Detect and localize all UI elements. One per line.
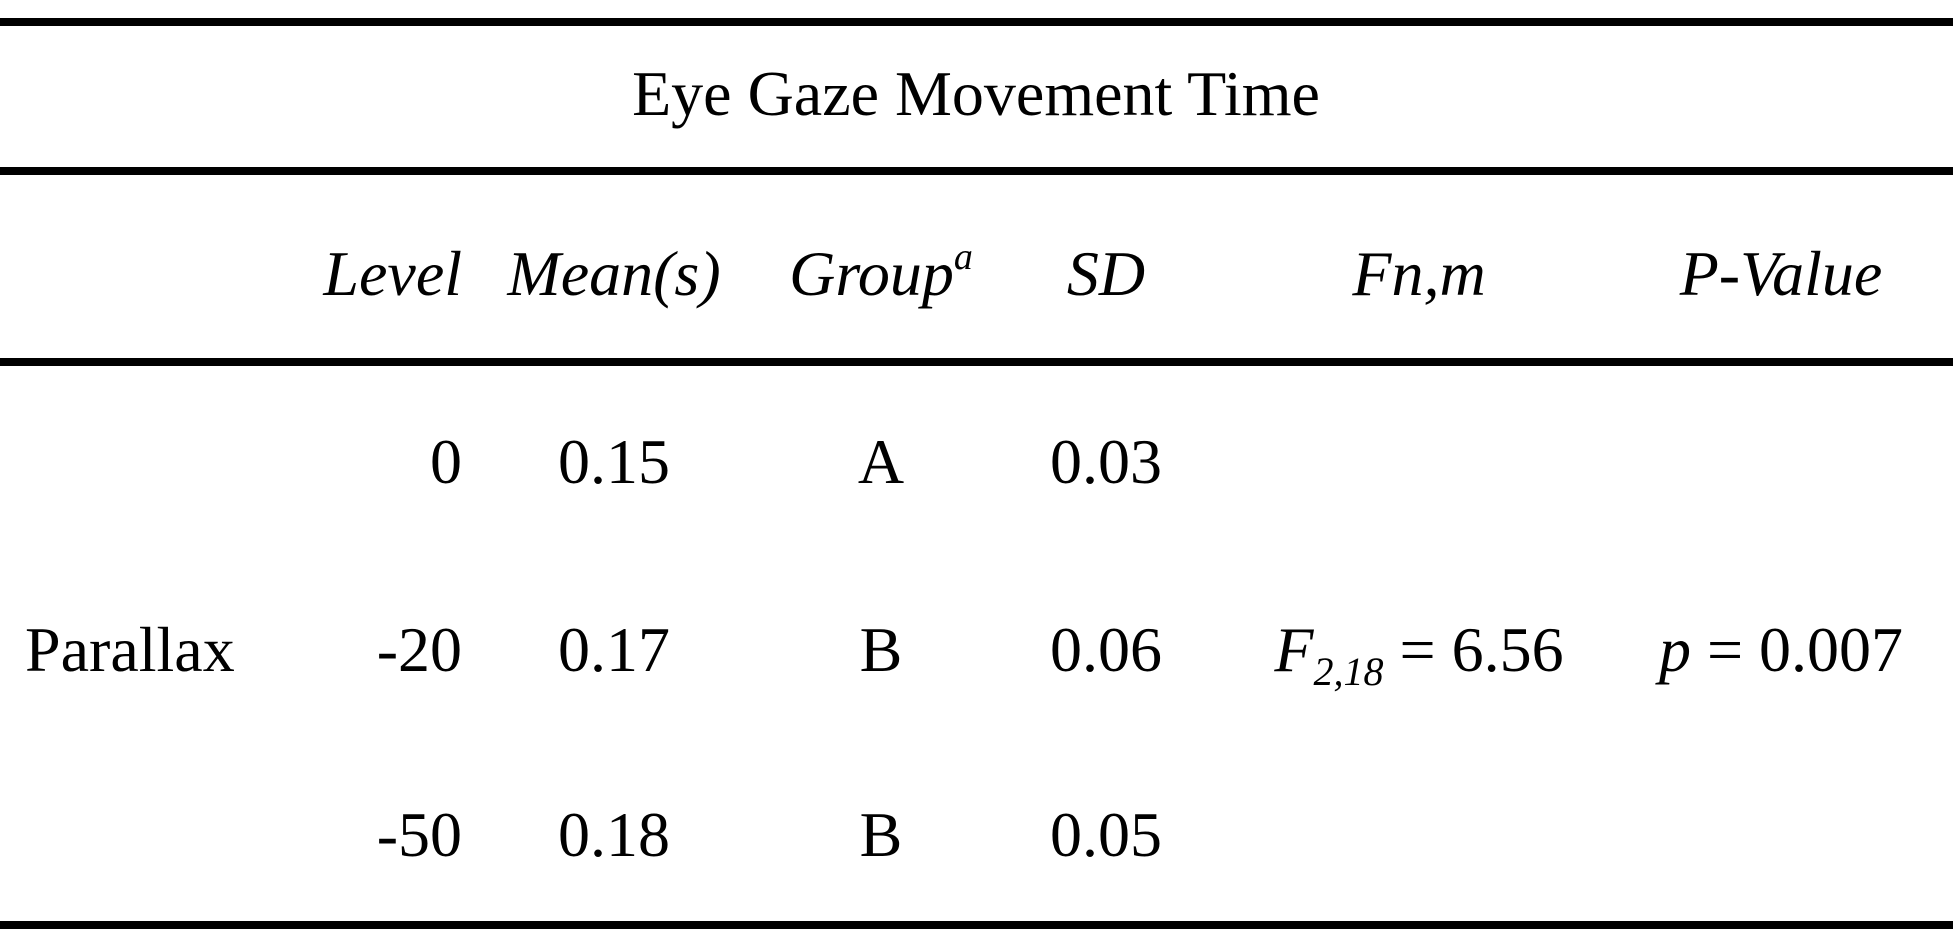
mean-cell: 0.17 (558, 614, 670, 685)
header-rule (0, 358, 1953, 366)
factor-label: Parallax (25, 614, 235, 685)
column-header: Groupa (789, 238, 973, 306)
header-text: Group (789, 238, 954, 309)
column-header: Mean(s) (507, 238, 721, 309)
column-header: Level (323, 238, 462, 309)
level-cell: -50 (376, 799, 462, 870)
p-test: p = 0.007 (1659, 618, 1903, 682)
group-cell: B (859, 614, 903, 685)
sd-cell: 0.06 (1050, 614, 1162, 685)
table-title: Eye Gaze Movement Time (632, 58, 1320, 129)
header-superscript: a (953, 236, 973, 278)
f-symbol: F (1274, 614, 1314, 685)
sd-cell: 0.05 (1050, 799, 1162, 870)
top-rule (0, 18, 1953, 26)
group-cell: B (859, 799, 903, 870)
column-header: P-Value (1679, 238, 1883, 309)
group-cell: A (857, 426, 905, 497)
level-cell: -20 (376, 614, 462, 685)
mean-cell: 0.15 (558, 426, 670, 497)
f-subscript: 2,18 (1313, 649, 1384, 694)
column-header: Fn,m (1352, 238, 1486, 309)
bottom-rule (0, 921, 1953, 929)
level-cell: 0 (430, 426, 462, 497)
p-value: = 0.007 (1706, 614, 1904, 685)
f-test: F2,18 = 6.56 (1274, 618, 1563, 692)
f-value: = 6.56 (1399, 614, 1564, 685)
column-header: SD (1066, 238, 1146, 309)
title-rule (0, 167, 1953, 175)
mean-cell: 0.18 (558, 799, 670, 870)
sd-cell: 0.03 (1050, 426, 1162, 497)
p-symbol: p (1658, 614, 1691, 685)
